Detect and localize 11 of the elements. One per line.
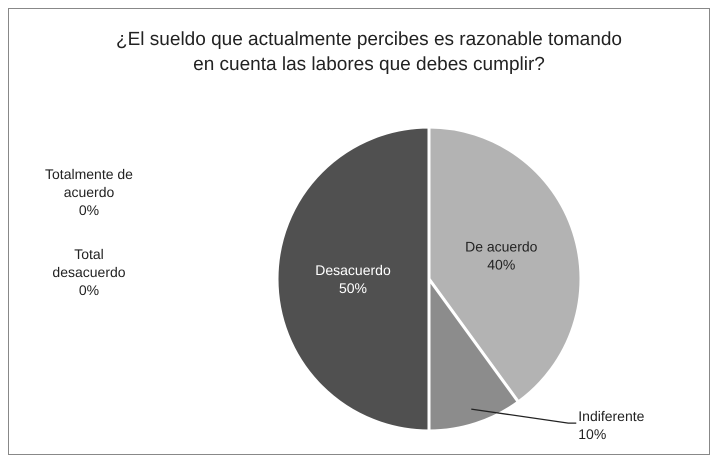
category-label: Total desacuerdo	[52, 246, 126, 280]
data-label: 50%	[338, 280, 368, 296]
slice-label: Indiferente	[578, 408, 645, 424]
chart-title: ¿El sueldo que actualmente percibes es razonable tomando en cuenta las labores que debes cumplir?	[115, 28, 623, 77]
category-label: Totalmente de acuerdo	[45, 166, 133, 200]
text: 0%	[78, 282, 100, 298]
text: 0%	[78, 202, 100, 218]
slice-label: De acuerdo	[465, 238, 538, 255]
slice-label: Desacuerdo	[315, 262, 391, 278]
data-label: 40%	[487, 256, 516, 273]
data-label: 10%	[578, 426, 606, 442]
